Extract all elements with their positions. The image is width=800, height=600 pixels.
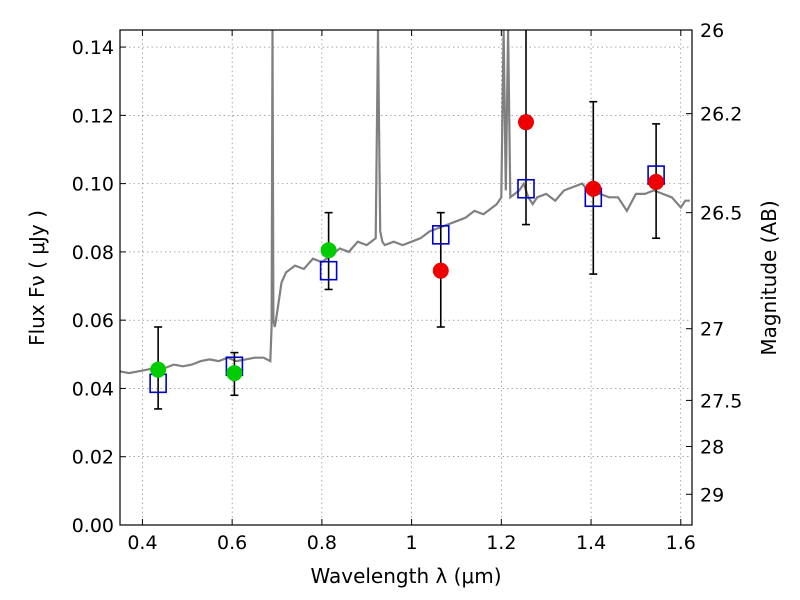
spectrum-series [119,29,690,375]
y-tick-label: 0.10 [72,174,114,196]
plot-frame [119,29,693,526]
x-tick-label: 1.2 [486,532,516,554]
y-tick-label: 0.12 [72,105,114,127]
y2-axis-title: Magnitude (AB) [757,200,781,355]
y2-tick-label: 26.5 [700,203,742,225]
observed-points [150,114,665,382]
y-tick-label: 0.00 [72,515,114,537]
data-point [585,180,602,197]
x-tick-label: 0.6 [217,532,247,554]
y-tick-label: 0.08 [72,242,114,264]
x-tick-label: 0.8 [307,532,337,554]
model-box [517,178,535,199]
y2-tick-label: 26.2 [700,104,742,126]
x-tick-label: 1 [406,532,418,554]
y2-tick-label: 27 [700,319,724,341]
y2-axis-ticks: 26 26.2 26.5 27 27.5 28 29 [686,20,742,506]
data-point [518,114,535,131]
y-tick-label: 0.02 [72,447,114,469]
x-tick-label: 1.6 [666,532,696,554]
y-tick-label: 0.14 [72,37,114,59]
y-tick-label: 0.04 [72,378,114,400]
spectrum-line [119,29,690,375]
model-box [431,225,450,245]
y-axis-title: Flux Fν ( μJy ) [25,210,49,346]
data-point [320,242,337,259]
x-tick-label: 0.4 [127,532,157,554]
y2-tick-label: 26 [700,20,724,42]
x-tick-label: 1.4 [576,532,606,554]
y-axis-ticks: 0.00 0.02 0.04 0.06 0.08 0.10 0.12 0.14 [72,37,126,537]
x-axis-title: Wavelength λ (μm) [310,564,501,588]
data-point [648,173,665,190]
x-axis-ticks: 0.4 0.6 0.8 1 1.2 1.4 1.6 [127,30,696,554]
y2-tick-label: 27.5 [700,390,742,412]
errorbars [154,30,661,410]
y2-tick-label: 28 [700,436,724,458]
data-point [150,361,167,378]
model-box [319,260,338,281]
y2-tick-label: 29 [700,484,724,506]
grid [120,30,692,525]
y-tick-label: 0.06 [72,310,114,332]
data-point [432,262,449,279]
data-point [226,365,243,382]
